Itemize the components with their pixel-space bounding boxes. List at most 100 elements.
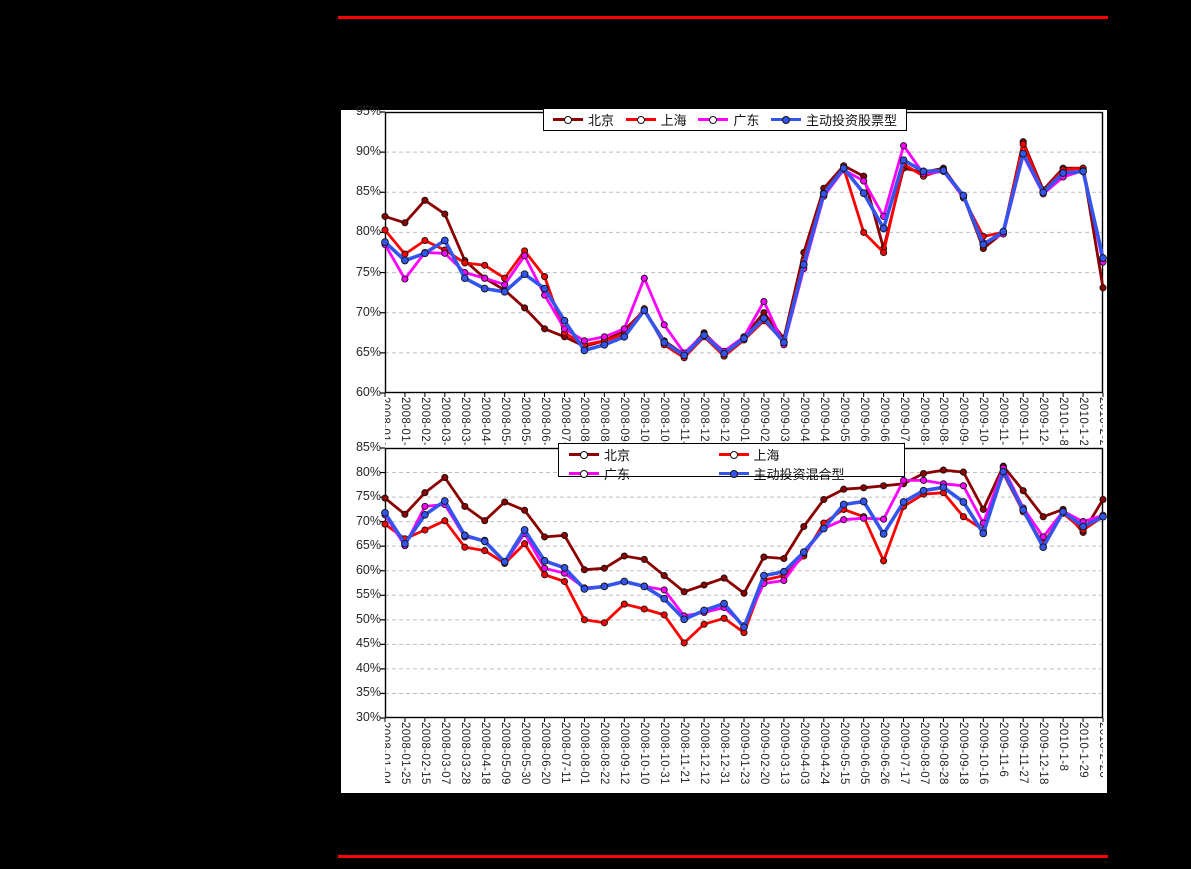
data-point-marker [860, 177, 868, 185]
data-point-marker [640, 582, 649, 591]
data-point-marker [740, 589, 748, 597]
x-axis-label: 2009-03-13 [777, 722, 790, 785]
x-axis-label: 2009-05-15 [837, 722, 850, 785]
data-point-marker [939, 166, 948, 175]
data-point-marker [500, 558, 509, 566]
data-point-marker [521, 540, 529, 548]
legend-marker-icon [580, 469, 588, 478]
data-point-marker [1019, 140, 1027, 148]
x-axis-label: 2008-02-15 [418, 722, 431, 785]
data-point-marker [1079, 167, 1087, 176]
y-axis-label: 85% [355, 440, 381, 454]
y-axis-label: 65% [355, 344, 381, 359]
data-point-marker [461, 259, 469, 267]
data-point-marker [620, 552, 628, 560]
data-point-marker [919, 167, 928, 176]
x-axis-label: 2008-12-31 [718, 722, 731, 785]
data-point-marker [820, 495, 828, 504]
equity-position-chart-hybrid-funds: 85% 80% 75% 70% 65% 60% 55% 50% 45% 40% 35% 30% 2008… [356, 440, 1107, 785]
chart-panel: 95%90%85%80%75%70%65%60%2008-01-042008-0… [341, 104, 1107, 793]
data-point-marker [480, 537, 489, 546]
data-point-marker [1019, 506, 1028, 514]
x-axis-label: 2009-04-24 [817, 722, 830, 785]
series-line-北京 [383, 140, 1105, 356]
series-line-上海 [383, 142, 1105, 360]
x-axis-label: 2008-05-09 [498, 397, 511, 445]
x-axis-label: 2008-08-01 [578, 722, 591, 785]
data-point-marker [860, 514, 868, 522]
data-point-marker [401, 510, 409, 518]
data-point-marker [939, 483, 948, 492]
legend-marker-icon [729, 469, 738, 478]
data-point-marker [1039, 188, 1048, 197]
data-point-marker [660, 321, 668, 329]
data-point-marker [979, 240, 988, 249]
data-point-marker [381, 226, 389, 234]
series-line-主动投资股票型 [383, 151, 1105, 358]
legend-marker-icon [709, 115, 718, 124]
data-point-marker [541, 533, 549, 541]
x-axis-label: 2009-02-20 [757, 722, 770, 785]
data-point-marker [381, 520, 389, 528]
legend-marker-icon [729, 450, 738, 459]
data-point-marker [799, 260, 808, 269]
data-point-marker [979, 529, 988, 538]
data-point-marker [401, 275, 409, 283]
data-point-marker [560, 563, 569, 572]
data-point-marker [480, 284, 489, 293]
data-point-marker [839, 500, 848, 509]
data-point-marker [860, 484, 868, 492]
plot-area [380, 111, 1107, 397]
x-axis-label: 2008-12-12 [698, 397, 711, 445]
data-point-marker [1039, 543, 1048, 552]
data-point-marker [959, 191, 968, 200]
plot-area [380, 447, 1107, 722]
x-axis-label: 2010-1-8 [1057, 397, 1070, 445]
data-point-marker [780, 567, 788, 576]
x-axis-label: 2009-08-28 [937, 397, 950, 445]
x-axis-label: 2009-06-05 [857, 722, 870, 785]
legend-line-sample [569, 450, 599, 459]
x-axis-label: 2009-01-23 [738, 397, 750, 445]
data-point-marker [541, 273, 549, 281]
data-point-marker [421, 196, 429, 204]
plot-border [384, 111, 1104, 394]
data-point-marker [481, 261, 489, 269]
data-point-marker [840, 516, 848, 524]
legend-line-sample [718, 469, 749, 478]
data-point-marker [481, 547, 489, 555]
data-point-marker [919, 469, 928, 478]
y-axis-label: 55% [355, 587, 381, 602]
legend-item: 主动投资股票型 [770, 110, 897, 129]
data-point-marker [919, 486, 928, 495]
legend-line-sample [569, 469, 599, 478]
data-point-marker [1059, 507, 1067, 516]
data-point-marker [620, 332, 629, 341]
data-point-marker [421, 489, 429, 497]
x-axis-label: 2008-01-04 [385, 722, 391, 785]
x-axis-label: 2008-07-11 [558, 722, 571, 784]
data-point-marker [700, 620, 708, 628]
y-axis-label: 30% [355, 710, 381, 724]
data-point-marker [720, 349, 728, 358]
data-point-marker [441, 210, 449, 218]
data-point-marker [999, 227, 1008, 236]
data-point-marker [959, 482, 967, 490]
x-axis-labels: 2008-01-04 2008-01-25 2008-02-15 2008-03-07… [385, 395, 1103, 445]
data-point-marker [600, 333, 608, 341]
legend-line-sample [698, 115, 729, 124]
legend-item: 主动投资混合型 [718, 464, 895, 483]
data-point-marker [780, 576, 788, 585]
x-axis-label: 2008-07-11 [558, 397, 571, 445]
data-point-marker [381, 238, 389, 246]
x-axis-label: 2009-08-07 [917, 397, 930, 445]
data-point-marker [461, 502, 469, 510]
data-point-marker [860, 228, 868, 236]
legend-item: 北京 [553, 110, 614, 129]
x-axis-label: 2008-03-07 [438, 397, 451, 445]
x-axis-label: 2008-04-18 [478, 397, 491, 445]
y-axis-label: 75% [355, 264, 381, 279]
data-point-marker [760, 571, 768, 580]
data-point-marker [700, 331, 708, 340]
data-point-marker [481, 274, 489, 282]
